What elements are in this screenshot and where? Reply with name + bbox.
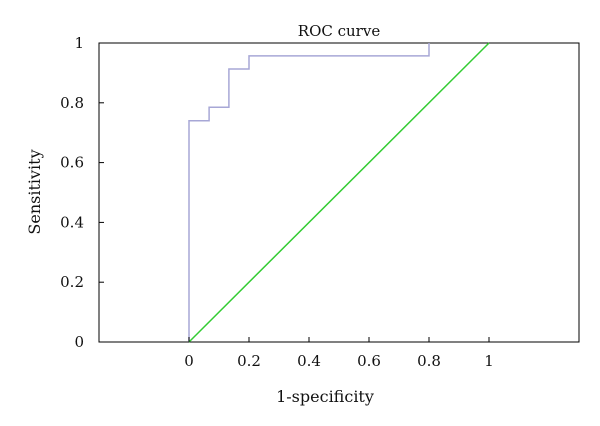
x-axis-label: 1-specificity <box>276 387 374 406</box>
y-tick-label: 1 <box>74 34 84 52</box>
x-tick-label: 1 <box>484 352 494 370</box>
y-tick-label: 0.8 <box>60 94 84 112</box>
roc-curve-line <box>188 43 430 342</box>
y-tick-label: 0.2 <box>60 273 84 291</box>
plot-area-frame <box>98 42 580 343</box>
reference-diagonal-line <box>188 42 490 343</box>
x-tick-label: 0.4 <box>297 352 321 370</box>
plot-content <box>188 42 490 343</box>
y-tick-label: 0.4 <box>60 213 84 231</box>
x-axis-ticks: 0 0.2 0.4 0.6 0.8 1 <box>184 337 494 370</box>
y-tick-label: 0.6 <box>60 154 84 172</box>
y-tick-label: 0 <box>74 333 84 351</box>
x-tick-label: 0.6 <box>357 352 381 370</box>
y-axis-label: Sensitivity <box>25 149 44 234</box>
x-tick-label: 0.2 <box>237 352 261 370</box>
y-axis-ticks: 0 0.2 0.4 0.6 0.8 1 <box>60 34 104 351</box>
x-tick-label: 0 <box>184 352 194 370</box>
x-tick-label: 0.8 <box>417 352 441 370</box>
chart-title: ROC curve <box>298 22 381 40</box>
